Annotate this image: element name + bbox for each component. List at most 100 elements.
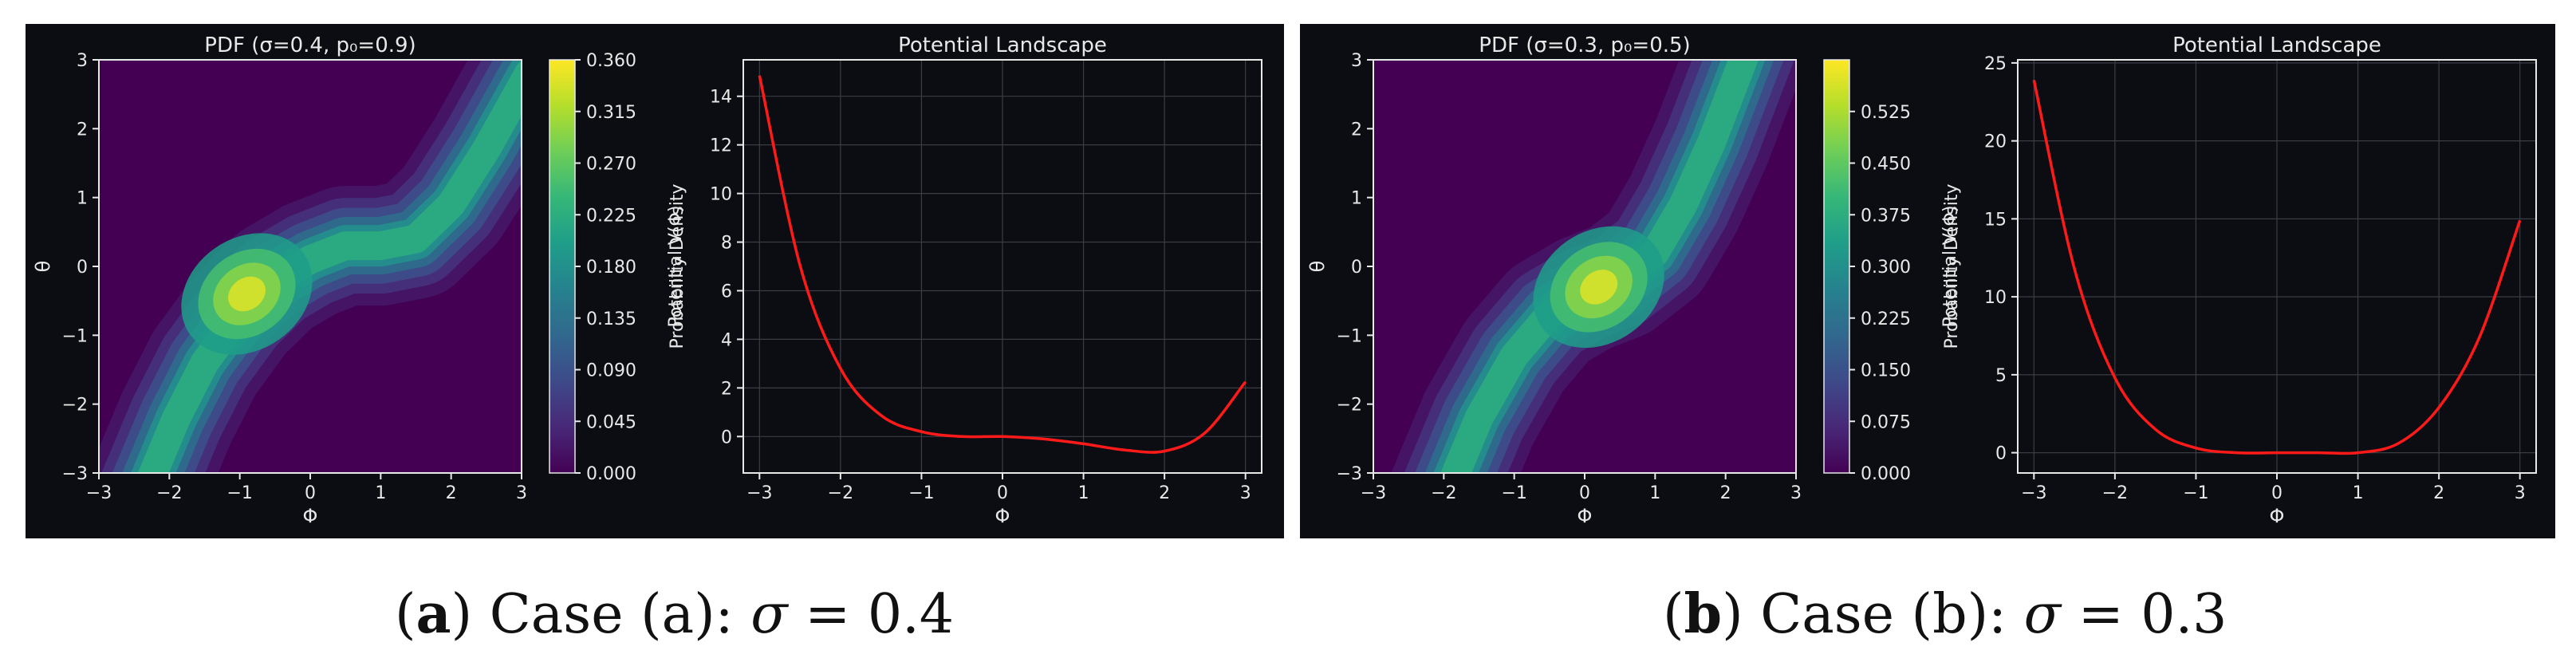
colorbar-tick-label: 0.225 [586, 206, 636, 226]
y-tick-label: 4 [721, 330, 732, 350]
heatmap-xlabel: Φ [1578, 505, 1593, 527]
colorbar-tick-label: 0.225 [1861, 309, 1911, 329]
figure-panel-a: −3 −3 −2 −2 −1 −1 0 0 1 1 2 2 3 3 PDF (σ=0.4, p₀=0.9) Φ… [26, 24, 1284, 538]
plot-title: Potential Landscape [898, 33, 1107, 57]
density-peak [1580, 270, 1618, 305]
y-tick-label: 10 [1984, 288, 2007, 308]
plot-ylabel: Potential V(Φ) [1940, 206, 1960, 328]
y-tick-label: 25 [1984, 54, 2007, 74]
y-tick-label: 15 [1984, 210, 2007, 230]
plot-frame [2017, 59, 2537, 474]
colorbar-tick-label: 0.360 [586, 51, 636, 71]
x-tick-label: −2 [2102, 483, 2128, 503]
x-tick-label: 2 [446, 483, 457, 503]
density-band [99, 60, 522, 473]
caption-b-sym: σ [2023, 583, 2062, 646]
x-tick-label: 2 [1720, 483, 1731, 503]
y-tick-label: 8 [721, 234, 732, 254]
y-tick-label: −1 [1337, 326, 1362, 346]
x-tick-label: −2 [1431, 483, 1456, 503]
y-tick-label: 2 [721, 379, 732, 399]
x-tick-label: 3 [516, 483, 527, 503]
y-tick-label: 2 [77, 120, 88, 140]
x-tick-label: 3 [2515, 483, 2526, 503]
colorbar-tick-label: 0.045 [586, 412, 636, 432]
caption-b-text: ) Case (b): [1722, 583, 2024, 646]
y-tick-label: 1 [77, 189, 88, 209]
x-tick-label: 2 [2433, 483, 2444, 503]
x-tick-label: 2 [1159, 483, 1170, 503]
x-tick-label: −1 [908, 483, 934, 503]
heatmap-title: PDF (σ=0.4, p₀=0.9) [204, 33, 416, 57]
colorbar [549, 59, 576, 474]
y-tick-label: 0 [1995, 444, 2007, 464]
x-tick-label: 1 [1078, 483, 1089, 503]
colorbar-label: Probability Density [1942, 184, 1962, 349]
plot-xlabel: Φ [2270, 505, 2285, 527]
colorbar-tick-label: 0.150 [1861, 361, 1911, 381]
caption-a-text: ) Case (a): [451, 583, 751, 646]
colorbar-tick-label: 0.000 [1861, 464, 1911, 484]
caption-a-eq: = 0.4 [787, 583, 954, 646]
colorbar-tick-label: 0.090 [586, 361, 636, 381]
y-tick-label: 14 [710, 88, 732, 108]
plot-frame [742, 59, 1262, 474]
y-tick-label: −3 [1337, 464, 1362, 484]
colorbar-tick-label: 0.180 [586, 258, 636, 278]
x-tick-label: −3 [746, 483, 772, 503]
y-tick-label: 12 [710, 136, 732, 156]
y-tick-label: −3 [62, 464, 88, 484]
x-tick-label: −2 [828, 483, 853, 503]
colorbar-tick-label: 0.315 [586, 103, 636, 123]
x-tick-label: −2 [156, 483, 182, 503]
x-tick-label: 0 [997, 483, 1008, 503]
density-layer [137, 61, 522, 473]
y-tick-label: 2 [1351, 120, 1362, 140]
y-tick-label: 3 [77, 51, 88, 71]
y-tick-label: −2 [62, 396, 88, 416]
plot-ylabel: Potential V(Φ) [666, 206, 686, 328]
caption-b: (b) Case (b): σ = 0.3 [1663, 582, 2227, 646]
x-tick-label: 3 [1790, 483, 1802, 503]
colorbar [1823, 59, 1850, 474]
x-tick-label: −3 [1361, 483, 1386, 503]
colorbar-tick-label: 0.375 [1861, 206, 1911, 226]
caption-a-sym: σ [750, 583, 788, 646]
heatmap-title: PDF (σ=0.3, p₀=0.5) [1479, 33, 1690, 57]
potential-curve [2032, 80, 2522, 455]
plot-title: Potential Landscape [2172, 33, 2381, 57]
y-tick-label: 20 [1984, 132, 2007, 152]
x-tick-label: 3 [1240, 483, 1251, 503]
caption-a: (a) Case (a): σ = 0.4 [395, 582, 954, 646]
x-tick-label: −3 [2021, 483, 2046, 503]
y-tick-label: 0 [1351, 258, 1362, 278]
caption-b-eq: = 0.3 [2061, 583, 2227, 646]
x-tick-label: 0 [2271, 483, 2283, 503]
x-tick-label: 1 [1649, 483, 1660, 503]
density-band [1392, 60, 1796, 473]
x-tick-label: 1 [2353, 483, 2364, 503]
plot-xlabel: Φ [995, 505, 1010, 527]
y-tick-label: 1 [1351, 189, 1362, 209]
y-tick-label: 3 [1351, 51, 1362, 71]
y-tick-label: −2 [1337, 396, 1362, 416]
colorbar-tick-label: 0.000 [586, 464, 636, 484]
y-tick-label: 6 [721, 282, 732, 301]
heatmap-ylabel: θ [1306, 261, 1329, 273]
figure-panel-b: −3 −3 −2 −2 −1 −1 0 0 1 1 2 2 3 3 PDF (σ=0.3, p₀=0.5) Φ… [1300, 24, 2555, 538]
x-tick-label: 0 [1579, 483, 1590, 503]
x-tick-label: −1 [1501, 483, 1526, 503]
density-peak [228, 276, 266, 312]
x-tick-label: −1 [2183, 483, 2208, 503]
potential-curve [758, 75, 1247, 454]
colorbar-tick-label: 0.075 [1861, 412, 1911, 432]
y-tick-label: −1 [62, 326, 88, 346]
y-tick-label: 5 [1995, 366, 2007, 386]
colorbar-tick-label: 0.270 [586, 155, 636, 175]
colorbar-tick-label: 0.135 [586, 309, 636, 329]
x-tick-label: −1 [226, 483, 252, 503]
y-tick-label: 10 [710, 185, 732, 205]
colorbar-label: Probability Density [668, 184, 687, 349]
